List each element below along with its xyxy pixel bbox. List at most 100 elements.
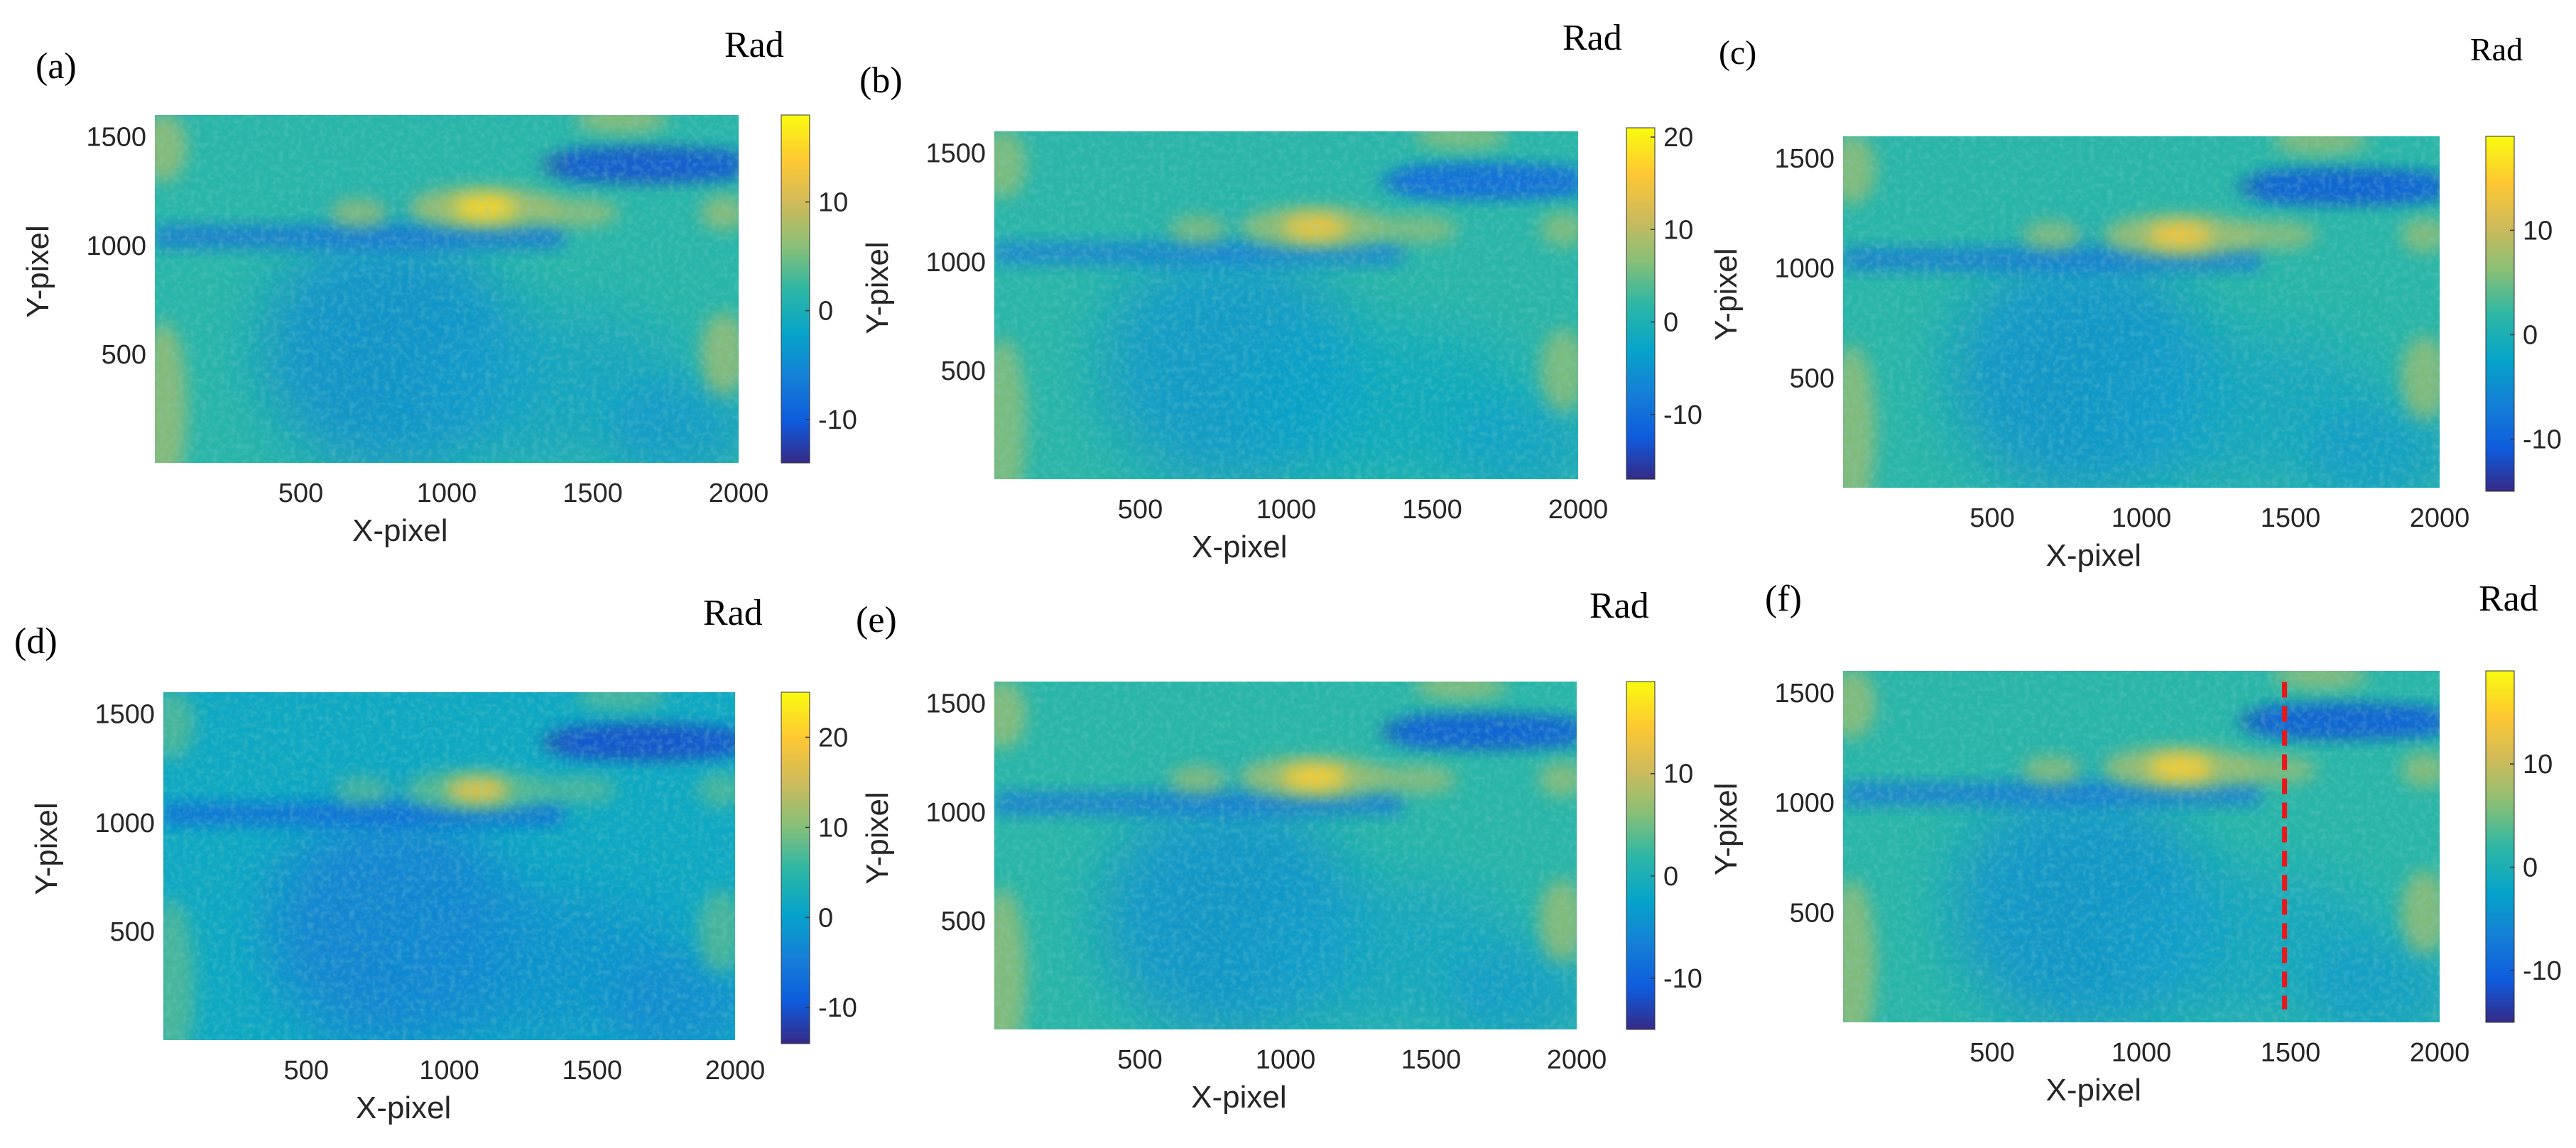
y-tick-label: 1000	[86, 231, 146, 261]
colorbar	[2485, 136, 2515, 492]
x-tick-label: 1500	[2261, 1038, 2321, 1068]
colorbar-tick-label: 10	[2523, 216, 2553, 246]
y-tick-label: 500	[1790, 363, 1835, 393]
colorbar-unit-label: Rad	[724, 25, 784, 65]
colorbar-tick-label: 20	[818, 723, 848, 753]
colorbar-tick-label: -10	[818, 993, 857, 1023]
x-tick-label: 2000	[2410, 1038, 2470, 1068]
y-tick-label: 1500	[94, 700, 155, 730]
noise-texture	[155, 115, 739, 463]
colorbar-tick-label: 0	[2523, 853, 2538, 883]
heatmap-image	[163, 692, 735, 1040]
x-axis-title: X-pixel	[2046, 538, 2142, 573]
heatmap-panel: 500 1000 1500 2000 500 1000 1500 X-pixel Y-pixel…	[21, 25, 857, 548]
panel-label: (f)	[1765, 579, 1802, 619]
x-tick-label: 500	[284, 1056, 329, 1086]
colorbar-tick-label: 10	[818, 813, 848, 843]
heatmap-image	[994, 131, 1578, 479]
y-axis-title: Y-pixel	[1709, 783, 1744, 875]
x-axis-title: X-pixel	[352, 513, 448, 548]
noise-texture	[994, 682, 1577, 1029]
colorbar-unit-label: Rad	[1589, 586, 1649, 626]
y-axis-title: Y-pixel	[1709, 248, 1744, 341]
colorbar-tick-label: -10	[2523, 425, 2562, 454]
x-tick-label: 1000	[1256, 495, 1317, 525]
y-tick-label: 1500	[1774, 679, 1835, 709]
heatmap-panel: 500 1000 1500 2000 500 1000 1500 X-pixel Y-pixel…	[859, 18, 1702, 564]
colorbar-tick-label: 10	[1663, 215, 1693, 245]
x-axis-title: X-pixel	[1191, 1080, 1287, 1115]
heatmap-image	[1843, 671, 2440, 1022]
heatmap-image	[155, 115, 739, 463]
x-axis-title: X-pixel	[356, 1090, 452, 1125]
x-tick-label: 2000	[1548, 495, 1609, 525]
colorbar	[1626, 681, 1656, 1030]
colorbar-unit-label: Rad	[2479, 579, 2538, 619]
y-tick-label: 1000	[925, 248, 986, 278]
y-tick-label: 500	[102, 340, 146, 370]
y-axis-title: Y-pixel	[860, 792, 895, 884]
x-tick-label: 1000	[417, 479, 477, 508]
x-tick-label: 1000	[2112, 503, 2172, 533]
x-tick-label: 2000	[709, 479, 769, 508]
colorbar-tick-label: -10	[2523, 956, 2562, 986]
y-tick-label: 1500	[86, 123, 146, 153]
colorbar-tick-label: 0	[818, 903, 833, 933]
y-tick-label: 500	[941, 356, 986, 386]
y-axis-title: Y-pixel	[29, 802, 64, 895]
noise-texture	[163, 692, 735, 1040]
heatmap-image	[1843, 136, 2440, 488]
y-tick-label: 500	[110, 917, 155, 947]
colorbar	[1626, 127, 1656, 480]
colorbar-tick-label: -10	[1663, 964, 1702, 994]
colorbar-tick-label: 10	[2523, 750, 2553, 780]
x-axis-title: X-pixel	[2046, 1073, 2142, 1108]
colorbar	[781, 114, 810, 464]
noise-texture	[1843, 671, 2440, 1022]
y-tick-label: 1000	[1774, 789, 1835, 819]
x-tick-label: 1500	[1401, 1045, 1462, 1075]
colorbar-unit-label: Rad	[2470, 31, 2523, 67]
y-tick-label: 500	[941, 907, 986, 936]
colorbar-unit-label: Rad	[703, 593, 763, 633]
colorbar-tick-label: 0	[818, 297, 833, 327]
colorbar-tick-label: 0	[1663, 862, 1678, 892]
noise-texture	[1843, 136, 2440, 488]
x-tick-label: 1000	[2112, 1038, 2172, 1068]
x-tick-label: 500	[1118, 495, 1163, 525]
x-tick-label: 500	[278, 479, 323, 508]
y-tick-label: 1000	[925, 798, 986, 828]
x-tick-label: 500	[1969, 503, 2014, 533]
y-axis-title: Y-pixel	[21, 225, 55, 317]
heatmap-panel: 500 1000 1500 2000 500 1000 1500 X-pixel Y-pixel…	[856, 586, 1702, 1115]
x-tick-label: 1500	[2261, 503, 2321, 533]
x-tick-label: 1000	[419, 1056, 479, 1086]
colorbar-tick-label: -10	[818, 405, 857, 435]
x-tick-label: 500	[1969, 1038, 2014, 1068]
y-tick-label: 1000	[1774, 254, 1835, 284]
panel-label: (a)	[36, 46, 77, 87]
x-tick-label: 1500	[1402, 495, 1462, 525]
x-tick-label: 2000	[1547, 1045, 1607, 1075]
heatmap-panel: 500 1000 1500 2000 500 1000 1500 X-pixel Y-pixel…	[1709, 31, 2562, 573]
colorbar-tick-label: 0	[2523, 320, 2538, 350]
x-tick-label: 2000	[2410, 503, 2470, 533]
heatmap-image	[994, 682, 1577, 1029]
colorbar-unit-label: Rad	[1563, 18, 1622, 58]
colorbar-tick-label: 0	[1663, 308, 1678, 338]
colorbar-tick-label: 10	[1663, 760, 1693, 789]
x-axis-title: X-pixel	[1192, 530, 1288, 564]
y-tick-label: 500	[1790, 898, 1835, 928]
noise-texture	[994, 131, 1578, 479]
x-tick-label: 500	[1117, 1045, 1162, 1075]
y-tick-label: 1500	[925, 689, 986, 719]
panel-label: (d)	[14, 621, 58, 662]
heatmap-panel: 500 1000 1500 2000 500 1000 1500 X-pixel Y-pixel…	[1709, 579, 2562, 1108]
panel-label: (c)	[1719, 34, 1756, 72]
y-axis-title: Y-pixel	[860, 241, 895, 334]
colorbar-tick-label: 20	[1663, 123, 1693, 153]
x-tick-label: 1000	[1256, 1045, 1316, 1075]
colorbar-tick-label: -10	[1663, 400, 1702, 430]
panel-label: (b)	[859, 60, 903, 101]
colorbar-tick-label: 10	[818, 188, 848, 218]
